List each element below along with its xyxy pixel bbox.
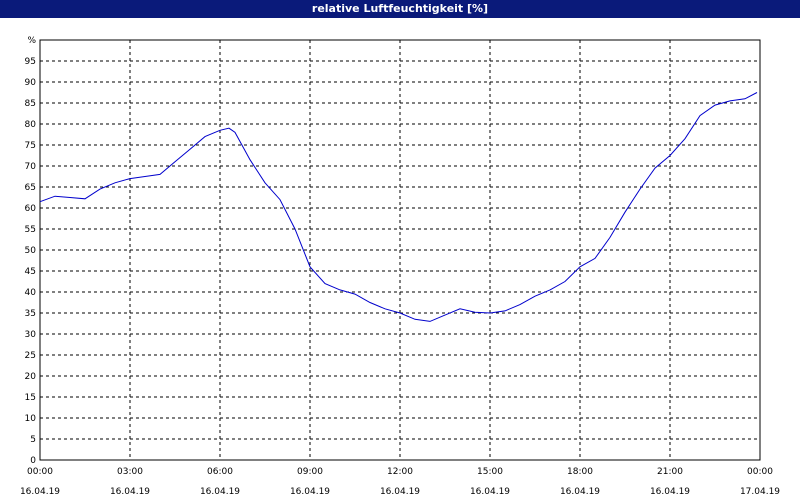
y-axis-unit-label: % (27, 36, 36, 46)
y-tick-label: 40 (25, 288, 37, 298)
humidity-series-line (39, 92, 758, 322)
y-tick-label: 85 (25, 99, 36, 109)
y-tick-label: 10 (25, 414, 37, 424)
y-axis-ticks: 0 5 10 15 20 25 30 35 40 45 50 55 60 65 70 75 80 85 90 95% (25, 36, 37, 466)
y-tick-label: 80 (25, 120, 37, 130)
x-tick-time-label: 21:00 (657, 467, 683, 477)
x-tick-date-label: 16.04.19 (110, 487, 150, 497)
x-tick-date-label: 16.04.19 (470, 487, 510, 497)
x-tick-date-label: 17.04.19 (740, 487, 780, 497)
x-tick-time-label: 00:00 (747, 467, 773, 477)
y-tick-label: 95 (25, 57, 36, 67)
x-tick-date-label: 16.04.19 (560, 487, 600, 497)
y-tick-label: 0 (30, 456, 36, 466)
y-tick-label: 75 (25, 141, 36, 151)
x-tick-time-label: 06:00 (207, 467, 233, 477)
y-tick-label: 30 (25, 330, 37, 340)
x-tick-date-label: 16.04.19 (200, 487, 240, 497)
y-tick-label: 20 (25, 372, 37, 382)
x-tick-time-label: 12:00 (387, 467, 413, 477)
x-tick-date-label: 16.04.19 (290, 487, 330, 497)
chart-title: relative Luftfeuchtigkeit [%] (0, 0, 800, 18)
y-tick-label: 35 (25, 309, 36, 319)
x-tick-time-label: 03:00 (117, 467, 143, 477)
x-tick-date-label: 16.04.19 (650, 487, 690, 497)
x-tick-date-label: 16.04.19 (380, 487, 420, 497)
y-tick-label: 70 (25, 162, 37, 172)
y-tick-label: 5 (30, 435, 36, 445)
y-tick-label: 55 (25, 225, 36, 235)
y-tick-label: 90 (25, 78, 37, 88)
y-tick-label: 25 (25, 351, 36, 361)
x-tick-time-label: 18:00 (567, 467, 593, 477)
y-tick-label: 50 (25, 246, 37, 256)
x-axis-ticks: 00:00 16.04.19 03:00 16.04.19 06:00 16.04.19 0… (20, 467, 780, 497)
x-tick-date-label: 16.04.19 (20, 487, 60, 497)
humidity-chart: 05101520253035404550556065707580859095% … (20, 36, 780, 497)
y-tick-label: 15 (25, 393, 36, 403)
x-tick-time-label: 15:00 (477, 467, 503, 477)
y-tick-label: 60 (25, 204, 37, 214)
y-tick-label: 65 (25, 183, 36, 193)
x-tick-time-label: 09:00 (297, 467, 323, 477)
grid (40, 40, 760, 460)
x-tick-time-label: 00:00 (27, 467, 53, 477)
y-tick-label: 45 (25, 267, 36, 277)
